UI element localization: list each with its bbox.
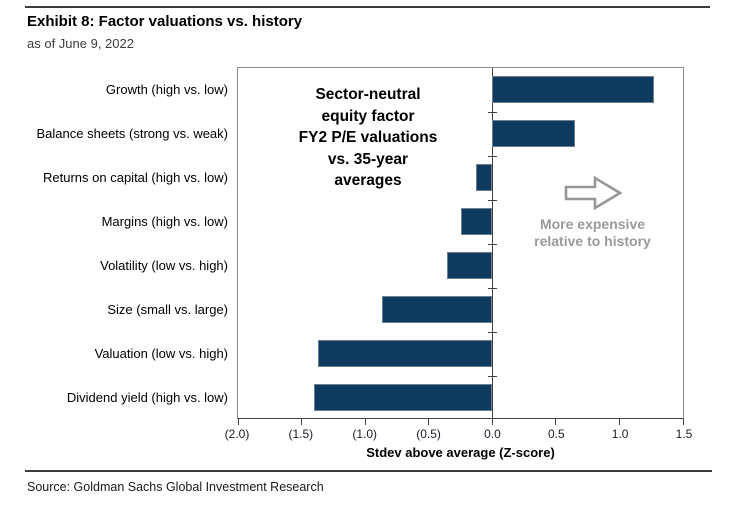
category-label: Balance sheets (strong vs. weak) [36, 125, 228, 141]
bar [492, 76, 654, 103]
x-axis-tick [682, 419, 684, 425]
x-axis-tick [364, 419, 366, 425]
x-axis-tick [237, 419, 239, 425]
category-label: Margins (high vs. low) [101, 213, 228, 229]
source-text: Source: Goldman Sachs Global Investment … [27, 480, 324, 494]
top-rule [25, 6, 710, 8]
x-axis-tick [555, 419, 557, 425]
zero-axis-line [491, 68, 493, 418]
x-axis-tick [618, 419, 620, 425]
category-label: Valuation (low vs. high) [94, 345, 228, 361]
x-axis-tick-label: 1.0 [611, 427, 629, 441]
bar [381, 296, 493, 323]
x-axis-tick [428, 419, 430, 425]
bar [492, 120, 575, 147]
x-axis-tick-labels: (2.0) (1.5) (1.0) (0.5) 0.0 0.5 1.0 1.5 [225, 427, 693, 442]
category-label: Growth (high vs. low) [105, 81, 228, 97]
category-label: Returns on capital (high vs. low) [43, 169, 228, 185]
category-axis-labels: Growth (high vs. low) Balance sheets (str… [10, 67, 228, 419]
bar [314, 384, 493, 411]
annotation-line: equity factor [321, 107, 415, 125]
bar [446, 252, 493, 279]
category-axis-tick [487, 332, 497, 333]
more-expensive-note: More expensive relative to history [515, 174, 670, 249]
bar [475, 164, 493, 191]
category-label: Dividend yield (high vs. low) [66, 389, 228, 405]
annotation-line: Sector-neutral [315, 86, 421, 103]
footer-divider [25, 470, 712, 472]
note-text-block: More expensive relative to history [515, 216, 670, 249]
category-axis-tick [487, 200, 497, 201]
x-axis-tick-label: (0.5) [416, 427, 441, 441]
note-line: More expensive [539, 216, 646, 232]
x-axis-tick-label: 0.0 [484, 427, 501, 441]
page-title: Exhibit 8: Factor valuations vs. history [27, 13, 303, 30]
x-axis-tick-label: (2.0) [224, 427, 250, 441]
annotation-line: averages [334, 172, 402, 189]
category-label: Volatility (low vs. high) [100, 257, 228, 273]
category-axis-tick [487, 244, 497, 245]
category-axis-tick [487, 112, 497, 113]
x-axis-tick-label: 1.5 [675, 427, 693, 441]
bar [318, 340, 493, 367]
plot-area [237, 67, 684, 425]
category-label: Size (small vs. large) [107, 301, 228, 317]
page-subtitle: as of June 9, 2022 [27, 36, 134, 51]
x-axis-tick-label: (1.0) [352, 427, 378, 441]
right-arrow-icon [564, 175, 622, 211]
x-axis-tick-label: (1.5) [288, 427, 314, 441]
x-axis-title: Stdev above average (Z-score) [366, 445, 555, 460]
x-axis-tick [491, 419, 493, 425]
category-axis-tick [487, 376, 497, 377]
annotation-line: vs. 35-year [327, 150, 409, 168]
bar [460, 208, 493, 235]
note-line: relative to history [534, 232, 651, 249]
x-axis-tick-label: 0.5 [547, 427, 565, 441]
x-axis-tick [301, 419, 303, 425]
category-axis-tick [487, 156, 497, 157]
annotation-line: FY2 P/E valuations [298, 129, 438, 146]
category-axis-tick [487, 288, 497, 289]
chart-annotation: Sector-neutral equity factor FY2 P/E valua… [247, 84, 489, 192]
